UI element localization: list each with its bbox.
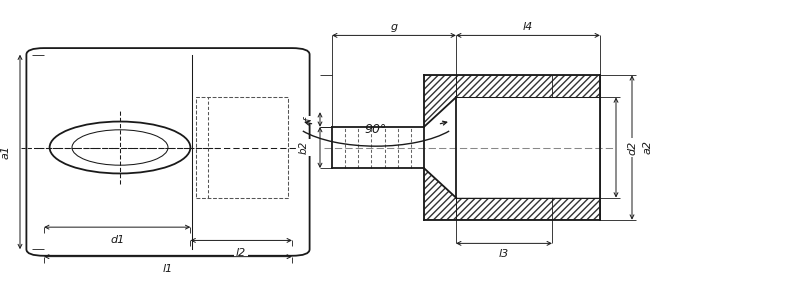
FancyBboxPatch shape [26, 48, 310, 256]
Text: l3: l3 [499, 249, 509, 259]
Text: l1: l1 [163, 264, 173, 274]
Text: b2: b2 [299, 141, 309, 154]
Bar [196, 97, 288, 198]
Text: 90°: 90° [365, 123, 387, 137]
Polygon shape [332, 97, 600, 198]
Text: a2: a2 [643, 140, 653, 155]
Text: f: f [303, 118, 313, 121]
Text: l2: l2 [236, 248, 246, 258]
Text: g: g [390, 22, 398, 32]
Text: l4: l4 [523, 22, 533, 32]
Text: d2: d2 [627, 140, 637, 155]
Text: a1: a1 [1, 145, 10, 159]
Text: d1: d1 [110, 235, 124, 245]
